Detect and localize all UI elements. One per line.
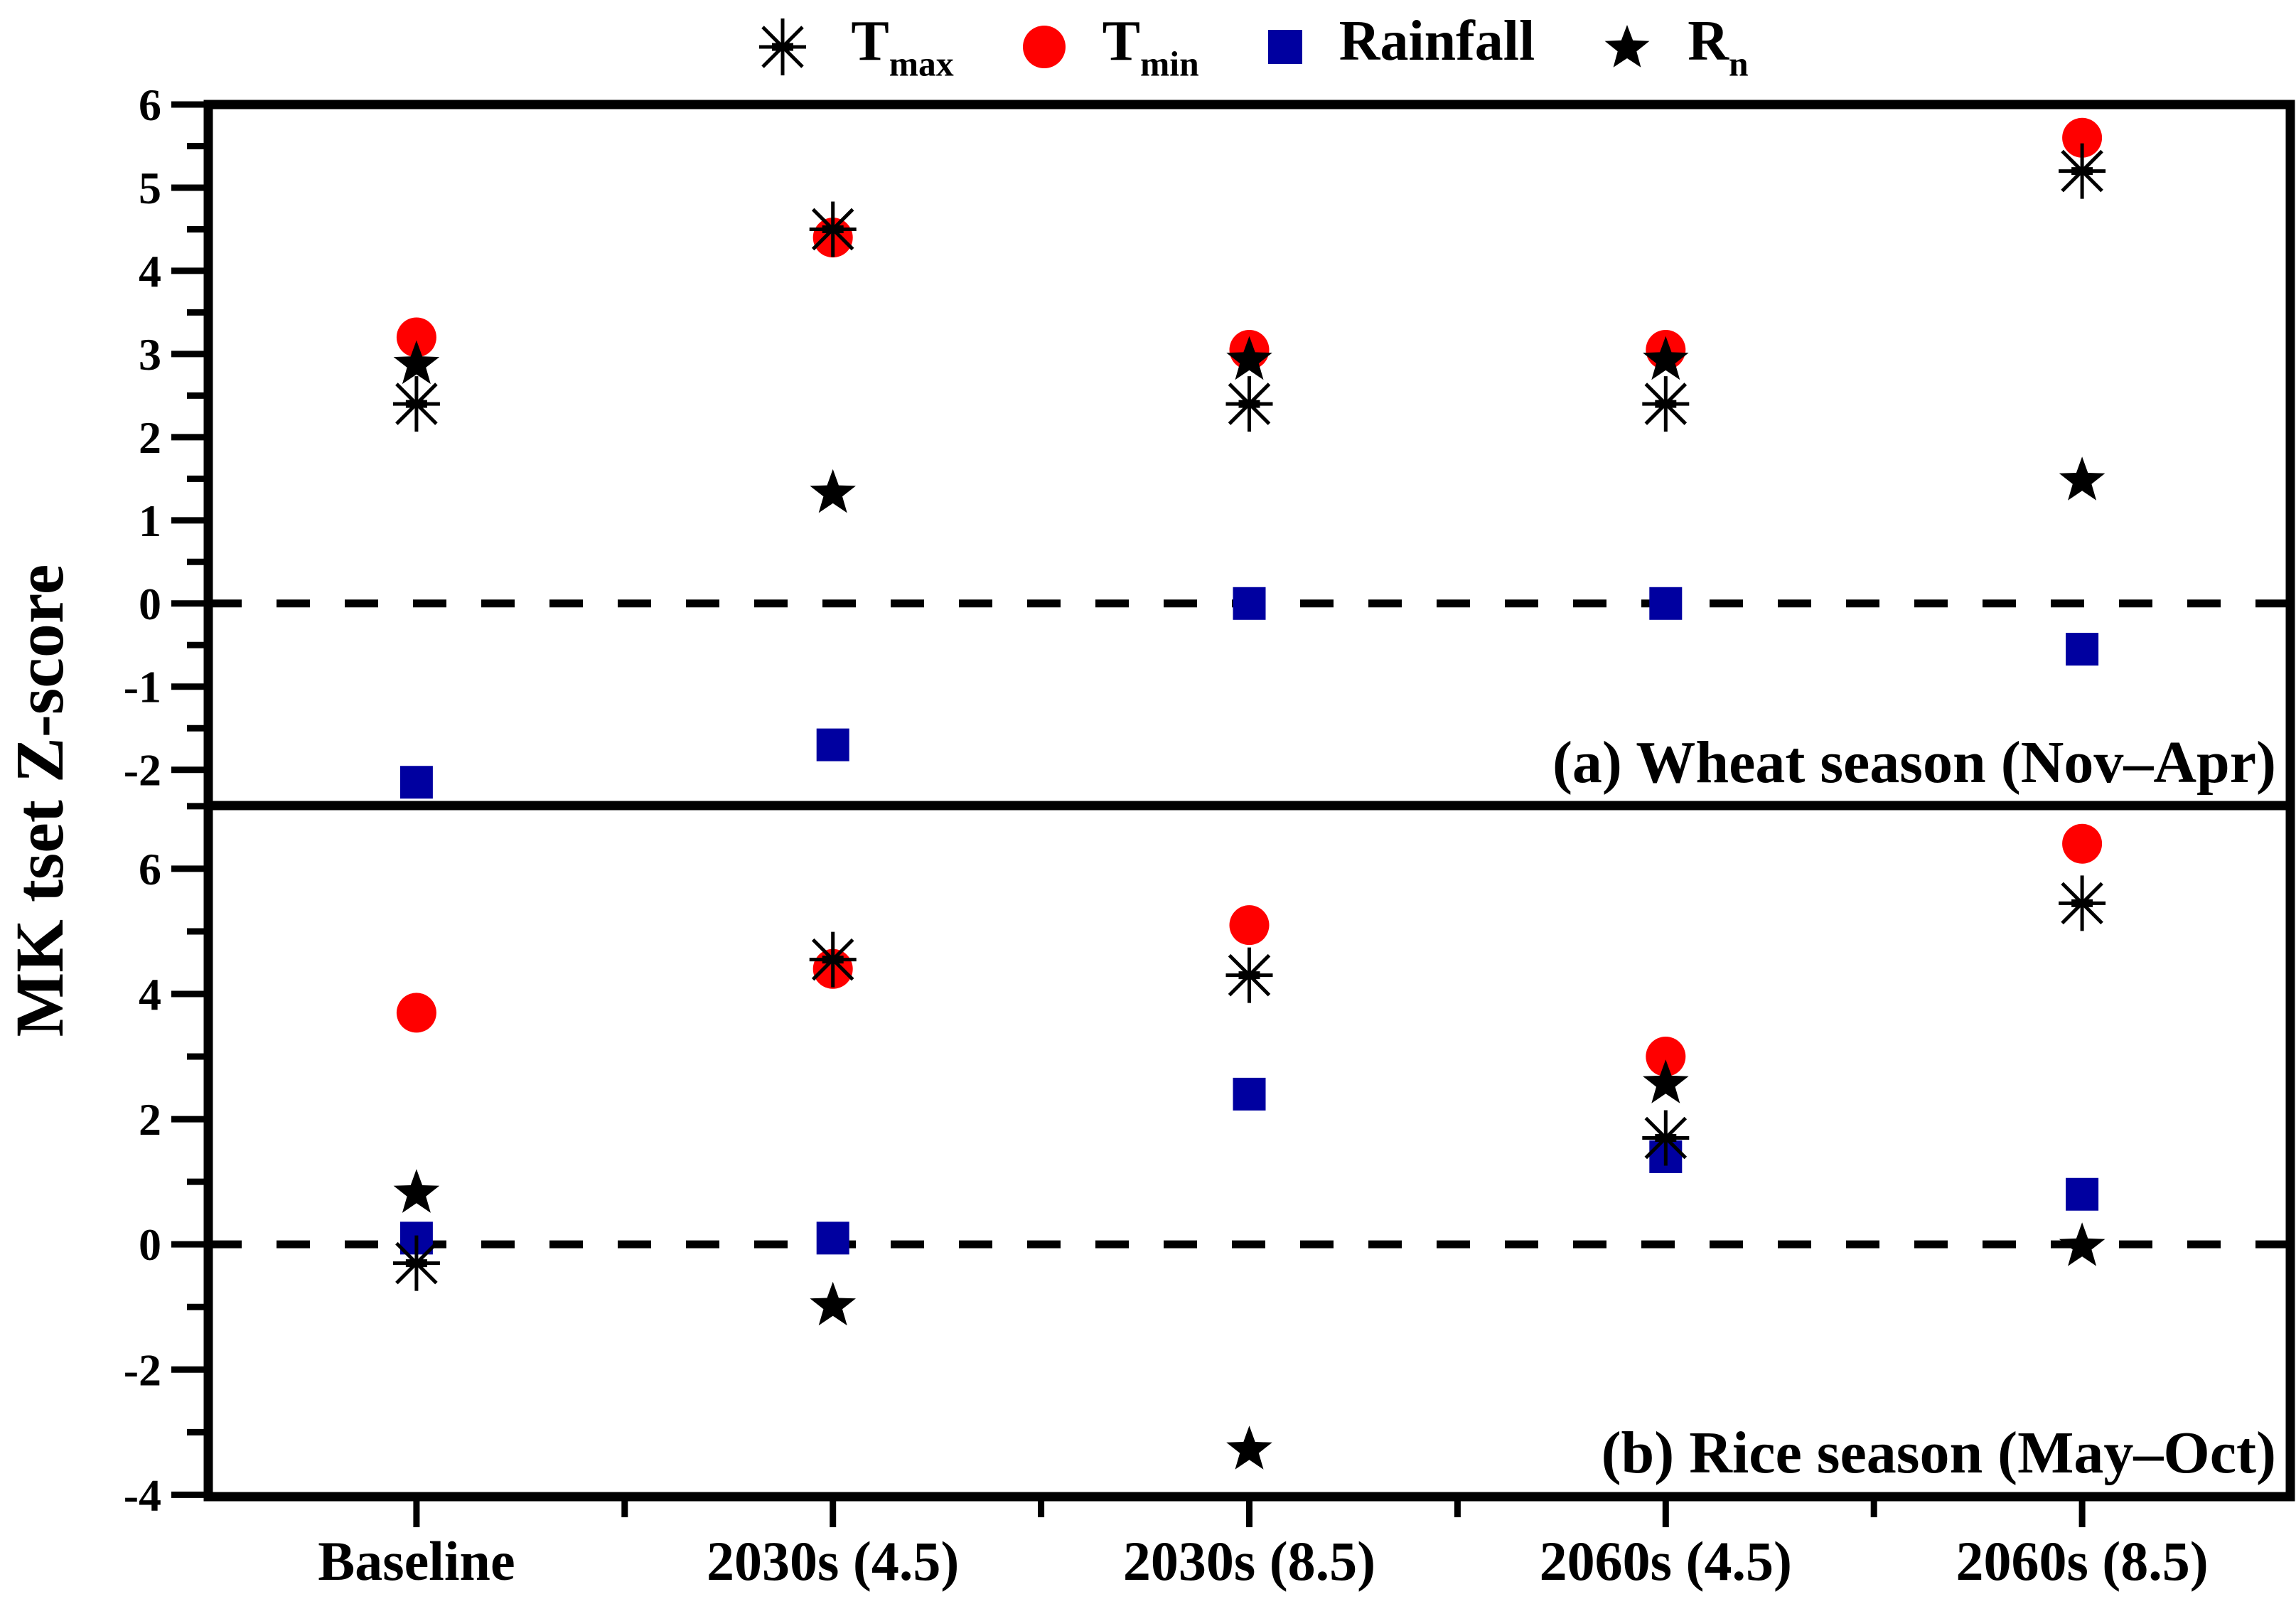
marker-tmin-b-4 [2062, 823, 2103, 864]
y-tick-label-a: 0 [139, 579, 161, 629]
marker-rn-a-3 [1643, 336, 1689, 380]
marker-rn-a-0 [393, 340, 440, 385]
marker-tmin-b-2 [1229, 905, 1270, 946]
y-tick-label-a: 5 [139, 163, 161, 213]
y-tick-label-a: 2 [139, 412, 161, 463]
legend-label-rn: Rn [1688, 9, 1749, 83]
marker-tmin-b-0 [396, 993, 436, 1033]
marker-tmax-b-3 [1642, 1110, 1690, 1166]
y-tick-label-b: 0 [139, 1219, 161, 1270]
x-tick-label: Baseline [318, 1530, 515, 1592]
legend-label-tmax: Tmax [851, 9, 954, 83]
legend-item-rn: Rn [1602, 9, 1749, 83]
marker-tmax-a-2 [1225, 376, 1273, 432]
x-tick-label: 2030s (4.5) [707, 1530, 959, 1592]
circle-icon [1022, 26, 1066, 68]
panel-label-b: (b) Rice season (May–Oct) [1602, 1420, 2276, 1486]
marker-rn-b-4 [2059, 1222, 2105, 1266]
y-tick-label-a: 6 [139, 80, 161, 130]
legend-item-tmin: Tmin [1021, 13, 1199, 82]
marker-tmin-a-0 [396, 317, 436, 358]
x-tick-label: 2060s (8.5) [1956, 1530, 2208, 1592]
marker-tmin-b-3 [1646, 1037, 1686, 1077]
marker-rn-a-2 [1226, 336, 1272, 380]
marker-tmax-a-3 [1642, 376, 1690, 432]
y-tick-label-b: -2 [124, 1344, 161, 1395]
marker-rainfall-b-2 [1233, 1077, 1266, 1111]
asterisk-icon [759, 18, 807, 75]
marker-rn-a-4 [2059, 456, 2105, 501]
y-tick-label-b: 6 [139, 844, 161, 894]
chart-legend: Tmax Tmin Rainfall Rn [208, 0, 2290, 94]
y-tick-label-a: 3 [139, 329, 161, 380]
y-tick-label-a: 4 [139, 246, 161, 296]
marker-tmax-a-4 [2059, 143, 2106, 199]
y-tick-label-a: 1 [139, 496, 161, 546]
y-tick-label-a: -1 [124, 662, 161, 712]
marker-rainfall-b-4 [2066, 1177, 2099, 1211]
marker-tmax-b-4 [2059, 875, 2106, 931]
marker-rainfall-b-1 [816, 1221, 849, 1255]
marker-tmax-b-0 [392, 1235, 440, 1291]
legend-label-tmin: Tmin [1102, 9, 1199, 83]
y-axis-title: MK tset Z-score [1, 565, 77, 1037]
marker-rn-b-3 [1643, 1059, 1689, 1103]
marker-rn-b-2 [1226, 1426, 1272, 1470]
marker-rn-b-1 [810, 1281, 856, 1326]
marker-tmax-a-1 [809, 201, 857, 257]
marker-rn-b-0 [393, 1169, 440, 1213]
star-icon [1604, 25, 1650, 68]
legend-item-tmax: Tmax [750, 9, 954, 83]
square-icon [1267, 30, 1302, 64]
panel-label-a: (a) Wheat season (Nov–Apr) [1552, 729, 2276, 796]
marker-tmax-b-1 [809, 931, 857, 988]
y-tick-label-b: 4 [139, 969, 161, 1020]
marker-tmax-b-2 [1225, 947, 1273, 1003]
x-tick-label: 2060s (4.5) [1540, 1530, 1792, 1592]
y-tick-label-a: -2 [124, 745, 161, 796]
marker-tmin-a-4 [2062, 117, 2103, 158]
x-tick-label: 2030s (8.5) [1123, 1530, 1375, 1592]
marker-rainfall-a-0 [399, 766, 433, 799]
marker-rainfall-a-3 [1649, 587, 1683, 620]
panel-border-a [203, 100, 2295, 811]
marker-rainfall-a-2 [1233, 587, 1266, 620]
legend-label-rainfall: Rainfall [1339, 9, 1535, 73]
marker-rainfall-a-4 [2066, 633, 2099, 666]
y-tick-label-b: 2 [139, 1094, 161, 1145]
marker-rn-a-1 [810, 469, 856, 513]
legend-item-rainfall: Rainfall [1267, 13, 1535, 82]
y-tick-label-b: -4 [124, 1470, 161, 1520]
marker-rainfall-a-1 [816, 728, 849, 761]
marker-tmax-a-0 [392, 376, 440, 432]
panel-border-b [203, 801, 2295, 1502]
